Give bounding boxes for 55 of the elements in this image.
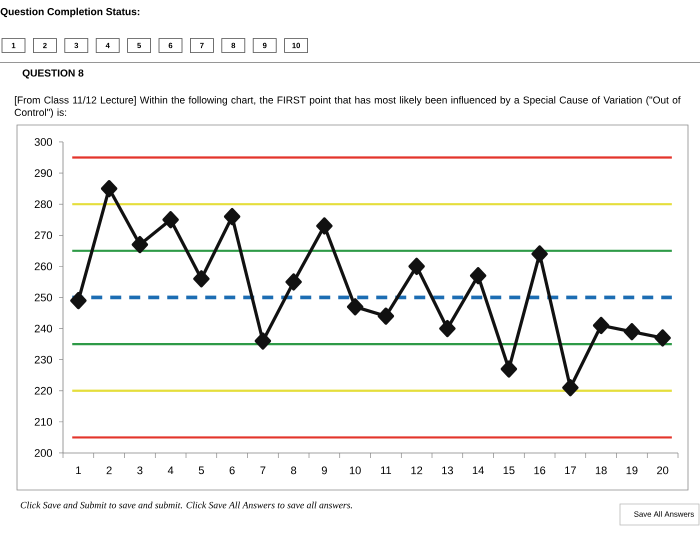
x-tick-label: 8 <box>291 466 296 474</box>
x-tick-label: 3 <box>137 466 142 474</box>
x-tick-label: 4 <box>168 466 174 474</box>
x-tick-label: 10 <box>350 466 361 474</box>
y-tick-label: 280 <box>34 200 52 208</box>
point <box>562 379 579 396</box>
point <box>592 316 610 334</box>
y-tick-label: 210 <box>34 418 52 426</box>
text: Click Save and Submit to save and submit. Click Save All Answers to save all answers. <box>20 502 352 508</box>
x-tick-label: 19 <box>626 466 638 474</box>
y-tick-label: 270 <box>34 231 52 240</box>
point <box>254 332 272 350</box>
x-tick-label: 7 <box>260 466 266 474</box>
y-tick-label: 230 <box>34 356 52 364</box>
point <box>316 217 333 235</box>
y-tick-label: 200 <box>34 449 52 457</box>
point <box>378 308 394 325</box>
point <box>224 208 240 226</box>
y-tick-label: 240 <box>34 324 52 332</box>
x-tick-label: 2 <box>106 466 112 474</box>
point <box>346 298 364 316</box>
point <box>100 180 118 198</box>
y-tick-label: 220 <box>34 386 52 395</box>
chart-title: [From Class 11/12 Lecture] Within the following chart, the FIRST point that has most likely been influenced by a Special Cause of Variation ("Out of Control") is: <box>14 96 681 118</box>
point <box>70 292 87 310</box>
text: Question Completion Status: <box>0 8 140 18</box>
y-tick-label: 250 <box>34 294 52 302</box>
chart-subtitle: QUESTION 8 <box>22 69 84 79</box>
x-tick-label: 1 <box>76 466 81 474</box>
point <box>531 245 548 263</box>
x-tick-label: 11 <box>381 466 392 474</box>
x-tick-label: 14 <box>472 466 484 474</box>
x-tick-label: 9 <box>322 466 327 474</box>
x-tick-label: 5 <box>198 466 204 474</box>
point <box>500 360 518 378</box>
point <box>624 323 640 340</box>
y-tick-label: 260 <box>34 262 52 270</box>
point <box>132 236 148 254</box>
point <box>654 329 671 347</box>
point <box>162 211 179 228</box>
point <box>439 320 456 338</box>
point <box>193 270 210 288</box>
x-tick-label: 18 <box>596 466 607 474</box>
x-tick-label: 17 <box>565 466 576 474</box>
x-tick-label: 16 <box>534 466 546 474</box>
x-tick-label: 13 <box>442 466 453 474</box>
x-tick-label: 12 <box>411 466 422 474</box>
y-tick-label: 300 <box>34 138 52 146</box>
point <box>470 267 486 284</box>
x-tick-label: 15 <box>504 466 515 474</box>
point <box>285 273 302 291</box>
point <box>408 258 425 275</box>
x-tick-label: 6 <box>230 466 235 474</box>
y-tick-label: 290 <box>34 169 52 177</box>
x-tick-label: 20 <box>657 466 668 474</box>
